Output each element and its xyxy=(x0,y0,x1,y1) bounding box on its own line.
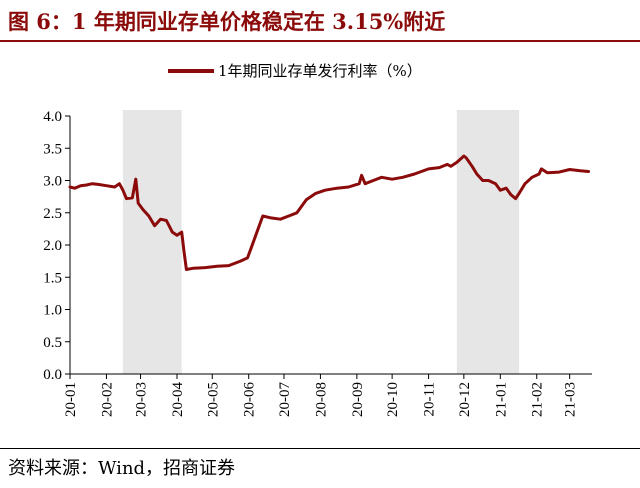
legend: 1年期同业存单发行利率（%） xyxy=(168,62,422,80)
y-tick-label: 2.5 xyxy=(43,206,62,222)
x-tick-label: 20-10 xyxy=(385,382,401,417)
x-tick-label: 20-04 xyxy=(170,382,186,417)
shaded-period-2 xyxy=(456,110,520,374)
source-note: 资料来源：Wind，招商证券 xyxy=(8,458,236,479)
series-layer xyxy=(68,154,590,271)
axes: 0.0 0.5 1.0 1.5 2.0 2.5 3.0 3.5 4.0 20-01 20-02 20-… xyxy=(43,109,592,417)
x-tick-label: 20-09 xyxy=(350,382,366,417)
x-tick-label: 20-11 xyxy=(422,382,438,416)
shaded-period-1 xyxy=(122,110,182,374)
y-tick-label: 2.0 xyxy=(43,238,62,254)
y-tick-label: 0.5 xyxy=(43,335,62,351)
chart-title: 图 6：1 年期同业存单价格稳定在 3.15%附近 xyxy=(8,9,446,34)
x-tick-label: 20-02 xyxy=(99,382,115,417)
x-tick-label: 20-06 xyxy=(242,382,258,417)
chart: 0.0 0.5 1.0 1.5 2.0 2.5 3.0 3.5 4.0 20-01 20-02 20-… xyxy=(43,62,592,417)
x-tick-label: 21-02 xyxy=(530,382,546,417)
legend-label: 1年期同业存单发行利率（%） xyxy=(218,62,422,80)
x-tick-label: 20-03 xyxy=(134,382,150,417)
x-tick-label: 21-03 xyxy=(563,382,579,417)
y-tick-label: 1.0 xyxy=(43,303,62,319)
y-tick-label: 0.0 xyxy=(43,367,62,383)
x-tick-label: 20-12 xyxy=(457,382,473,417)
x-tick-label: 20-07 xyxy=(277,382,293,417)
title-rule xyxy=(0,40,640,42)
y-tick-label: 3.5 xyxy=(43,141,62,157)
x-tick-label: 20-05 xyxy=(205,382,221,417)
y-tick-label: 4.0 xyxy=(43,109,62,125)
shaded-periods xyxy=(122,110,520,374)
x-tick-label: 20-01 xyxy=(63,382,79,417)
y-tick-label: 1.5 xyxy=(43,270,62,286)
x-tick-label: 20-08 xyxy=(313,382,329,417)
footer-rule xyxy=(0,448,640,449)
series-line-1 xyxy=(68,154,590,271)
x-tick-label: 21-01 xyxy=(493,382,509,417)
y-tick-label: 3.0 xyxy=(43,174,62,190)
